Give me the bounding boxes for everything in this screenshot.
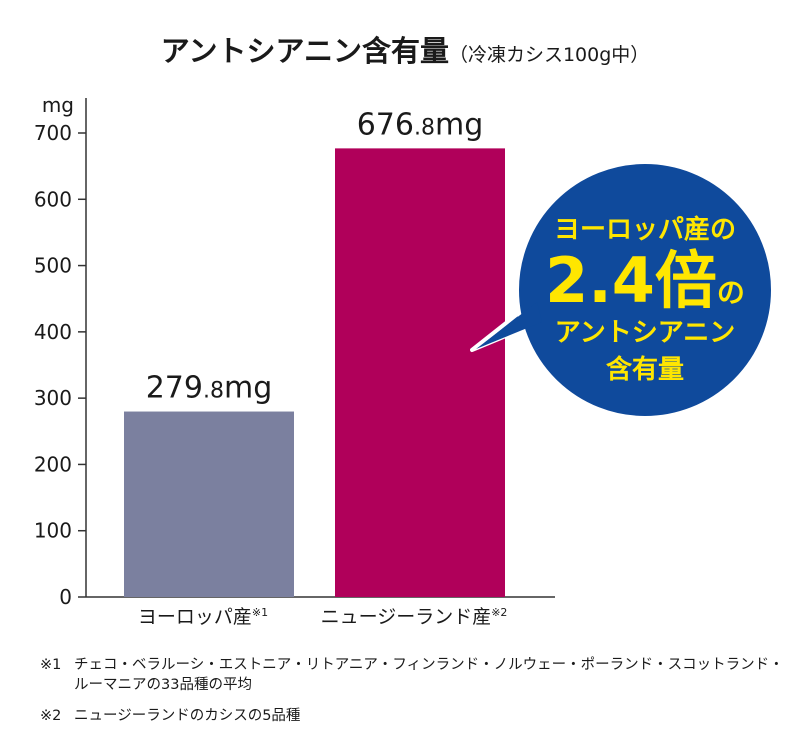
callout-line-1: ヨーロッパ産の — [554, 214, 736, 245]
callout-ratio: 2.4倍の — [545, 244, 745, 317]
y-tick-label: 500 — [34, 254, 72, 278]
footnote-1-line-1: チェコ・ベラルーシ・エストニア・リトアニア・フィンランド・ノルウェー・ポーランド… — [74, 657, 784, 673]
footnote-2-mark: ※2 — [40, 708, 62, 724]
bars — [124, 148, 505, 597]
axes: mg 0 100 200 300 400 500 600 700 — [34, 93, 555, 609]
footnote-1-line-2: ルーマニアの33品種の平均 — [74, 677, 252, 693]
callout-circle — [515, 160, 775, 420]
data-label: 676.8mg — [357, 107, 484, 142]
y-tick-label: 600 — [34, 187, 72, 211]
callout-line-4: 含有量 — [606, 354, 684, 385]
chart-title: アントシアニン含有量（冷凍カシス100g中） — [0, 28, 810, 70]
y-tick-label: 200 — [34, 452, 72, 476]
bar — [124, 411, 294, 597]
data-label: 279.8mg — [146, 371, 273, 406]
y-tick-label: 100 — [34, 519, 72, 543]
data-labels: 279.8mg 676.8mg — [146, 107, 484, 405]
footnote-1: ※1 チェコ・ベラルーシ・エストニア・リトアニア・フィンランド・ノルウェー・ポーラ… — [40, 655, 784, 695]
category-labels: ヨーロッパ産※1 ニュージーランド産※2 — [138, 606, 508, 628]
y-tick-label: 400 — [34, 320, 72, 344]
callout-line-3: アントシアニン — [555, 318, 735, 348]
category-label: ニュージーランド産※2 — [321, 606, 508, 628]
footnote-2: ※2 ニュージーランドのカシスの5品種 — [40, 706, 300, 726]
y-axis-unit: mg — [42, 93, 74, 117]
callout-tail — [476, 302, 542, 349]
footnote-2-line-1: ニュージーランドのカシスの5品種 — [74, 708, 301, 724]
category-label: ヨーロッパ産※1 — [138, 606, 268, 628]
y-tick-label: 0 — [59, 585, 72, 609]
chart-subtitle: （冷凍カシス100g中） — [448, 44, 650, 66]
chart-title-main: アントシアニン含有量 — [160, 34, 449, 68]
bar — [335, 148, 505, 597]
y-tick-label: 300 — [34, 386, 72, 410]
footnote-1-mark: ※1 — [40, 657, 62, 673]
y-tick-label: 700 — [34, 121, 72, 145]
